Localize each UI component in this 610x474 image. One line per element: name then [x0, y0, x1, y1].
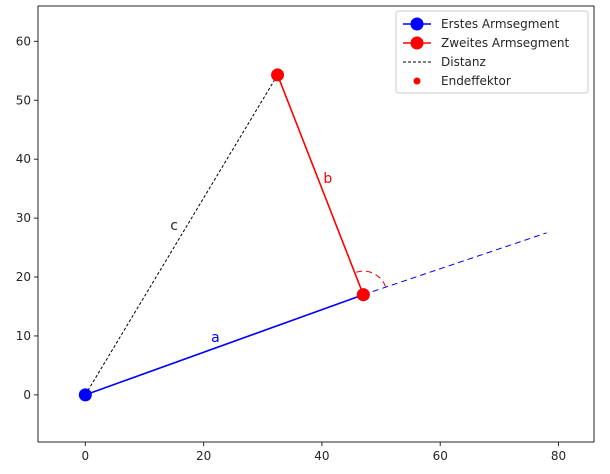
segment-label: c — [170, 218, 178, 234]
segment-label: b — [323, 171, 332, 187]
x-tick-label: 40 — [314, 449, 329, 463]
y-tick-label: 0 — [23, 388, 31, 402]
x-tick-label: 20 — [196, 449, 211, 463]
y-tick-label: 20 — [16, 270, 31, 284]
y-tick-label: 30 — [16, 211, 31, 225]
y-tick-label: 50 — [16, 93, 31, 107]
distance-line — [84, 74, 278, 396]
y-tick-label: 60 — [16, 34, 31, 48]
y-tick-label: 10 — [16, 329, 31, 343]
legend-box — [395, 10, 589, 94]
second-arm-segment-point — [356, 288, 370, 302]
second-arm-segment-line — [276, 74, 365, 295]
first-arm-segment-point — [78, 388, 92, 402]
legend-entry-label: Erstes Armsegment — [441, 17, 559, 31]
legend: Erstes Armsegment Zweites Armsegment Dista… — [395, 10, 589, 94]
x-tick-label: 60 — [433, 449, 448, 463]
x-tick-label: 80 — [551, 449, 566, 463]
x-tick-label: 0 — [81, 449, 89, 463]
legend-marker-handle — [410, 36, 424, 50]
angle-arc — [355, 270, 387, 287]
legend-entry-label: Distanz — [441, 55, 486, 69]
end-effector-point — [274, 71, 282, 79]
extension-line — [363, 232, 547, 296]
legend-marker-handle — [410, 17, 424, 31]
marks-group — [78, 68, 547, 402]
y-tick-label: 40 — [16, 152, 31, 166]
legend-entry-label: Zweites Armsegment — [441, 36, 569, 50]
segment-label: a — [211, 330, 220, 346]
legend-dot-handle — [413, 77, 421, 85]
tick-group: 0 20 40 60 80 0 10 20 30 40 50 60 — [16, 34, 566, 463]
legend-entry-label: Endeffektor — [441, 74, 511, 88]
first-arm-segment-line — [85, 293, 364, 396]
plot-area — [37, 5, 595, 443]
annotation-group: a b c — [170, 171, 332, 346]
